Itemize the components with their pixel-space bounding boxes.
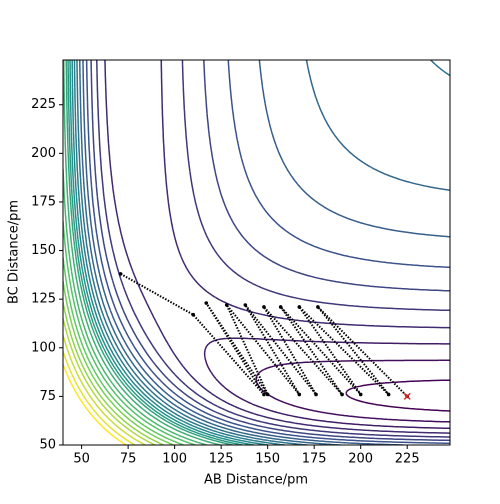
y-tick-label: 225 bbox=[31, 97, 56, 112]
y-tick-label: 100 bbox=[31, 340, 56, 355]
contour-line bbox=[67, 60, 243, 445]
trajectory-point bbox=[224, 303, 229, 307]
contour-line bbox=[90, 60, 450, 442]
trajectory-point bbox=[316, 305, 320, 309]
trajectory-point bbox=[204, 301, 209, 305]
contour-line bbox=[255, 359, 450, 423]
x-axis-label: AB Distance/pm bbox=[204, 473, 308, 488]
trajectory-point bbox=[262, 305, 266, 309]
trajectory-point bbox=[358, 392, 363, 397]
contour-line bbox=[63, 364, 127, 445]
y-tick-label: 200 bbox=[31, 146, 56, 161]
x-tick-label: 75 bbox=[120, 452, 137, 467]
contour-line bbox=[79, 60, 450, 445]
trajectory-point bbox=[340, 392, 344, 397]
contour-line bbox=[63, 351, 136, 445]
x-tick-label: 150 bbox=[255, 452, 280, 467]
x-tick-label: 225 bbox=[395, 452, 420, 467]
contour-line bbox=[63, 334, 146, 445]
contour-line bbox=[73, 60, 285, 445]
contour-line bbox=[63, 318, 156, 445]
contour-line bbox=[345, 379, 450, 412]
contour-line bbox=[85, 60, 450, 445]
end-marker bbox=[403, 392, 411, 400]
x-tick-label: 125 bbox=[209, 452, 234, 467]
contour-line bbox=[63, 257, 184, 445]
contour-line bbox=[76, 60, 450, 445]
x-tick-label: 175 bbox=[302, 452, 327, 467]
trajectory-point bbox=[297, 392, 302, 397]
contour-line bbox=[63, 281, 174, 445]
trajectory-line bbox=[120, 273, 408, 398]
y-tick-label: 50 bbox=[39, 438, 56, 453]
y-tick-label: 75 bbox=[39, 389, 56, 404]
contour-line bbox=[82, 60, 450, 445]
contour-line bbox=[63, 220, 196, 445]
y-tick-label: 150 bbox=[31, 243, 56, 258]
trajectory-point bbox=[191, 312, 196, 317]
trajectory-point bbox=[262, 392, 266, 397]
plot-frame bbox=[62, 59, 451, 446]
contour-layer bbox=[63, 60, 450, 445]
trajectory-point bbox=[297, 305, 302, 309]
contour-line bbox=[96, 60, 450, 438]
trajectory-point bbox=[386, 392, 391, 397]
x-tick-label: 200 bbox=[348, 452, 373, 467]
trajectory-point bbox=[265, 392, 270, 397]
x-tick-label: 100 bbox=[162, 452, 187, 467]
trajectory-point bbox=[243, 303, 248, 307]
y-axis-label: BC Distance/pm bbox=[7, 200, 22, 304]
y-tick-label: 125 bbox=[31, 292, 56, 307]
y-tick-label: 175 bbox=[31, 194, 56, 209]
contour-line bbox=[71, 60, 268, 445]
trajectory-point bbox=[118, 272, 123, 276]
contour-line bbox=[69, 60, 255, 445]
contour-line bbox=[63, 302, 164, 445]
contour-line bbox=[63, 168, 207, 445]
contour-line bbox=[65, 60, 233, 445]
x-tick-label: 50 bbox=[73, 452, 90, 467]
contour-line bbox=[104, 60, 450, 434]
contour-line bbox=[203, 337, 450, 430]
contour-line bbox=[63, 60, 221, 445]
trajectory-point bbox=[314, 392, 318, 397]
trajectory-point bbox=[278, 305, 283, 309]
trajectory-layer bbox=[118, 272, 411, 400]
